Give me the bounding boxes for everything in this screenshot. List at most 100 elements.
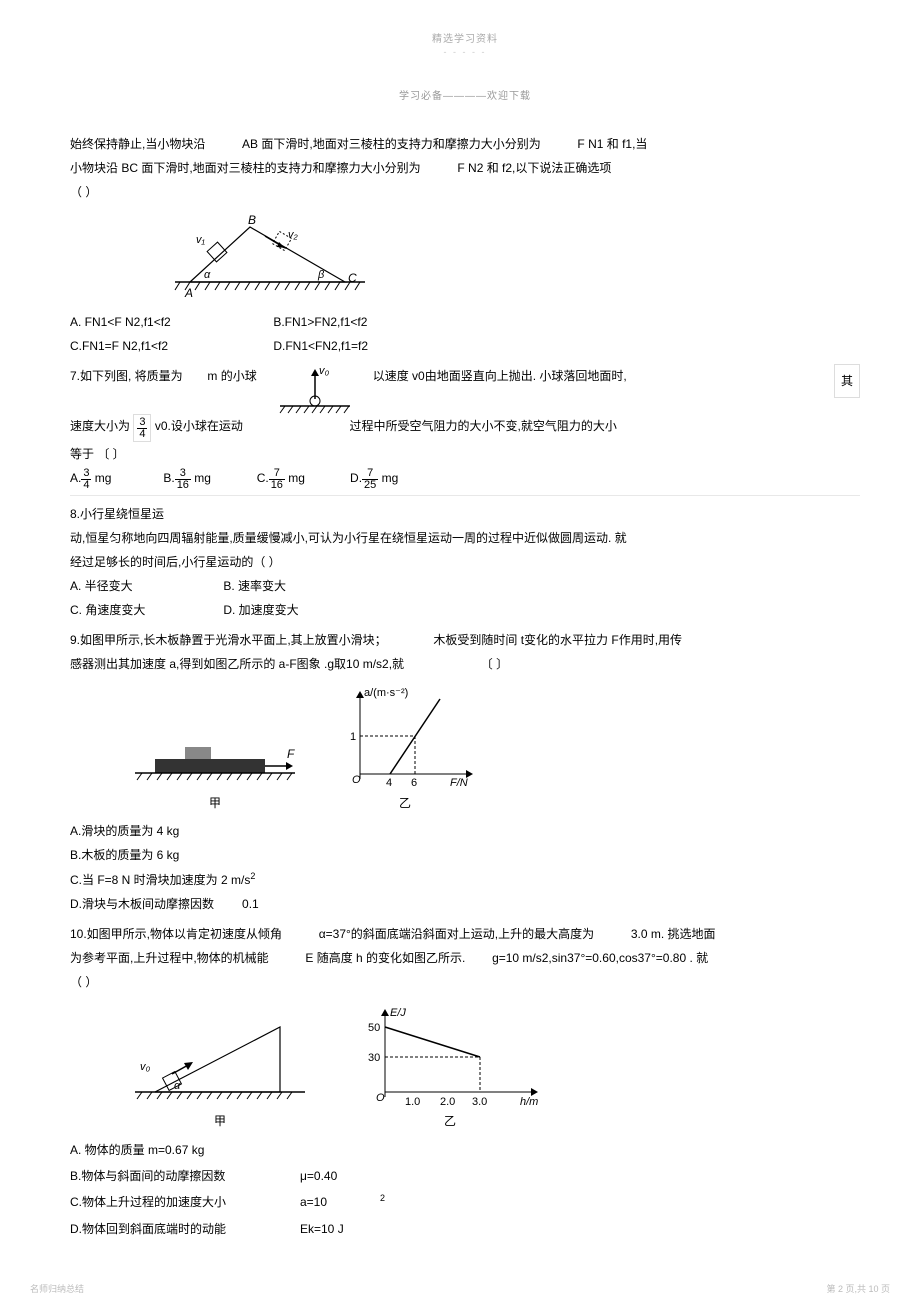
q9-caption2: 乙 — [330, 794, 480, 811]
q9-optD-val: 0.1 — [242, 897, 259, 911]
q7-figure: v₀ — [275, 364, 355, 414]
q10-optB: B.物体与斜面间的动摩擦因数 — [70, 1163, 300, 1189]
q6-optC: C.FN1=F N2,f1<f2 — [70, 334, 270, 358]
svg-text:α: α — [174, 1080, 181, 1092]
q10-line2a: 为参考平面,上升过程中,物体的机械能 — [70, 951, 269, 965]
q10-line2b: E 随高度 h 的变化如图乙所示. — [305, 951, 465, 965]
q6-line1a: 始终保持静止,当小物块沿 — [70, 137, 205, 151]
q7-options: A.34 mg B.316 mg C.716 mg D.725 mg — [70, 466, 860, 495]
q6-line2b: F N2 和 f2,以下说法正确选项 — [457, 161, 611, 175]
q7-line2a: 速度大小为 — [70, 419, 130, 433]
q7-line1d: 其 — [841, 374, 853, 388]
svg-text:β: β — [317, 269, 325, 281]
page: 精选学习资料 - - - - - 学习必备————欢迎下载 始终保持静止,当小物… — [0, 0, 920, 1282]
q6-optB: B.FN1>FN2,f1<f2 — [273, 310, 473, 334]
q9-figures: F 甲 a/(m·s⁻²) F/N 1 4 6 O 乙 — [130, 684, 860, 811]
q10: 10.如图甲所示,物体以肯定初速度从倾角 α=37°的斜面底端沿斜面对上运动,上… — [70, 922, 860, 994]
q10-optD-val: Ek=10 J — [300, 1216, 380, 1242]
q6-optA: A. FN1<F N2,f1<f2 — [70, 310, 270, 334]
svg-text:C: C — [348, 271, 357, 285]
q6-text: 始终保持静止,当小物块沿 AB 面下滑时,地面对三棱柱的支持力和摩擦力大小分别为… — [70, 132, 860, 204]
q9: 9.如图甲所示,长木板静置于光滑水平面上,其上放置小滑块； 木板受到随时间 t变… — [70, 628, 860, 676]
q8-line2: 动,恒星匀称地向四周辐射能量,质量缓慢减小,可认为小行星在绕恒星运动一周的过程中… — [70, 526, 860, 550]
q8-optD: D. 加速度变大 — [223, 598, 298, 622]
header-dashes: - - - - - — [70, 47, 860, 57]
q9-line2b: 〔 〕 — [481, 657, 508, 671]
q10-fig-left: v₀ α 甲 — [130, 1012, 310, 1129]
q8-optC: C. 角速度变大 — [70, 598, 220, 622]
svg-text:1: 1 — [350, 731, 356, 743]
svg-text:2.0: 2.0 — [440, 1096, 455, 1108]
svg-text:a/(m·s⁻²): a/(m·s⁻²) — [364, 687, 408, 699]
q10-caption2: 乙 — [350, 1112, 550, 1129]
q8-optA: A. 半径变大 — [70, 574, 220, 598]
q10-line1c: 3.0 m. 挑选地面 — [631, 927, 716, 941]
q7-optC: C.716 mg — [257, 466, 347, 490]
q7-optA: A.34 mg — [70, 466, 160, 490]
q7-line3: 等于 〔 〕 — [70, 442, 860, 466]
q6-figure: B A C α β v₁ v₂ — [170, 212, 860, 302]
q10-line2c: g=10 m/s2,sin37°=0.60,cos37°=0.80 . 就 — [492, 951, 708, 965]
svg-text:E/J: E/J — [390, 1007, 406, 1019]
q7-optD: D.725 mg — [350, 466, 440, 490]
q9-caption1: 甲 — [130, 794, 300, 811]
q7-optB: B.316 mg — [163, 466, 253, 490]
q7-line1c: 以速度 v0由地面竖直向上抛出. 小球落回地面时, — [373, 369, 627, 383]
q7-line1a: 7.如下列图, 将质量为 — [70, 369, 183, 383]
q9-options: A.滑块的质量为 4 kg B.木板的质量为 6 kg C.当 F=8 N 时滑… — [70, 819, 860, 916]
svg-text:α: α — [204, 269, 211, 281]
footer: 名师归纳总结 第 2 页,共 10 页 — [0, 1282, 920, 1305]
q9-optA: A.滑块的质量为 4 kg — [70, 819, 860, 843]
svg-text:1.0: 1.0 — [405, 1096, 420, 1108]
q10-optA: A. 物体的质量 m=0.67 kg — [70, 1137, 300, 1163]
q10-line1b: α=37°的斜面底端沿斜面对上运动,上升的最大高度为 — [319, 927, 594, 941]
q10-optD: D.物体回到斜面底端时的动能 — [70, 1216, 300, 1242]
svg-text:v₂: v₂ — [288, 229, 299, 241]
q8-optB: B. 速率变大 — [223, 574, 286, 598]
q7-text: 7.如下列图, 将质量为 m 的小球 — [70, 364, 860, 466]
q10-figures: v₀ α 甲 E/J h/m 50 30 1.0 2.0 3.0 O — [130, 1002, 860, 1129]
q9-line1b: 木板受到随时间 t变化的水平拉力 F作用时,用传 — [433, 633, 682, 647]
footer-left: 名师归纳总结 — [30, 1282, 84, 1295]
svg-text:h/m: h/m — [520, 1096, 538, 1108]
q10-fig-right: E/J h/m 50 30 1.0 2.0 3.0 O 乙 — [350, 1002, 550, 1129]
header-top: 精选学习资料 — [70, 30, 860, 45]
q10-options: A. 物体的质量 m=0.67 kg B.物体与斜面间的动摩擦因数μ=0.40 … — [70, 1137, 860, 1243]
q10-caption1: 甲 — [130, 1112, 310, 1129]
q8-line1: 8.小行星绕恒星运 — [70, 502, 860, 526]
q6-options: A. FN1<F N2,f1<f2 B.FN1>FN2,f1<f2 C.FN1=… — [70, 310, 860, 358]
q9-optB: B.木板的质量为 6 kg — [70, 843, 860, 867]
svg-text:O: O — [376, 1092, 385, 1104]
svg-text:3.0: 3.0 — [472, 1096, 487, 1108]
svg-text:v₀: v₀ — [319, 365, 330, 377]
q6-paren: （ ） — [70, 185, 97, 199]
q8-line3: 经过足够长的时间后,小行星运动的（ ） — [70, 550, 860, 574]
q10-paren: （ ） — [70, 970, 860, 994]
q9-optD: D.滑块与木板间动摩擦因数 — [70, 897, 214, 911]
q6-line1c: F N1 和 f1,当 — [577, 137, 647, 151]
q9-fig-right: a/(m·s⁻²) F/N 1 4 6 O 乙 — [330, 684, 480, 811]
q7-line1b: m 的小球 — [207, 369, 256, 383]
q10-optB-val: μ=0.40 — [300, 1163, 380, 1189]
svg-text:F: F — [287, 747, 295, 761]
q9-line1a: 9.如图甲所示,长木板静置于光滑水平面上,其上放置小滑块； — [70, 633, 387, 647]
svg-text:4: 4 — [386, 777, 392, 789]
q9-fig-left: F 甲 — [130, 714, 300, 811]
q10-line1a: 10.如图甲所示,物体以肯定初速度从倾角 — [70, 927, 282, 941]
svg-text:30: 30 — [368, 1052, 380, 1064]
svg-text:v₁: v₁ — [196, 234, 206, 246]
svg-text:F/N: F/N — [450, 777, 468, 789]
q6-triangle-diagram: B A C α β v₁ v₂ — [170, 212, 370, 302]
svg-text:O: O — [352, 774, 361, 786]
svg-text:v₀: v₀ — [140, 1061, 151, 1073]
q9-optC: C.当 F=8 N 时滑块加速度为 2 m/s — [70, 873, 250, 887]
q8: 8.小行星绕恒星运 动,恒星匀称地向四周辐射能量,质量缓慢减小,可认为小行星在绕… — [70, 502, 860, 622]
q7-line2b: v0.设小球在运动 — [155, 419, 243, 433]
svg-text:B: B — [248, 213, 256, 227]
header-mid: 学习必备————欢迎下载 — [70, 87, 860, 102]
q10-optC-val: a=10 — [300, 1195, 327, 1209]
svg-text:A: A — [184, 286, 193, 300]
svg-text:50: 50 — [368, 1022, 380, 1034]
q6-line2a: 小物块沿 BC 面下滑时,地面对三棱柱的支持力和摩擦力大小分别为 — [70, 161, 421, 175]
q6-optD: D.FN1<FN2,f1=f2 — [273, 334, 473, 358]
